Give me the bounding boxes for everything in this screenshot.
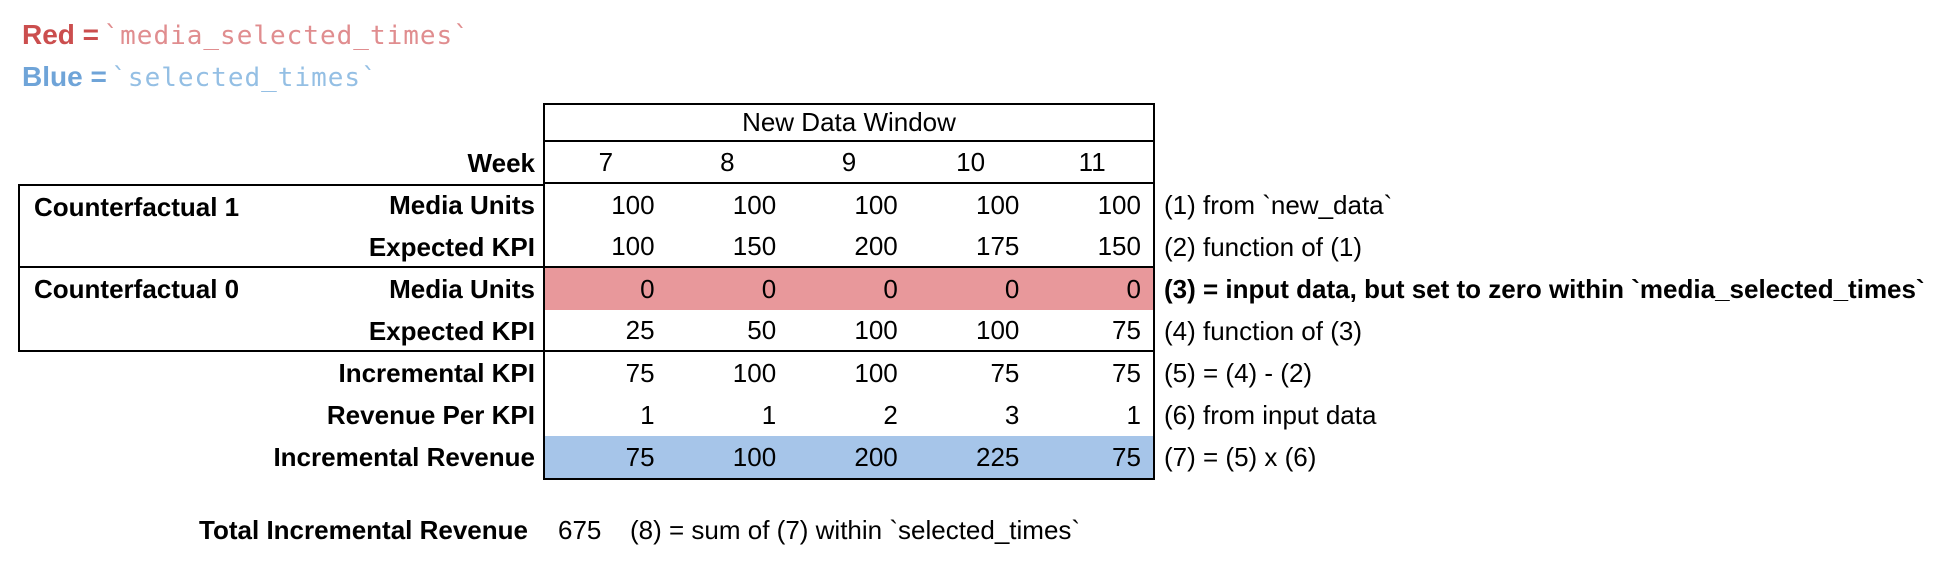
table-cell: 200 [854, 441, 898, 472]
table-row-expected-kpi-cf1: 100 150 200 175 150 [545, 226, 1153, 268]
table-cell: 100 [732, 357, 777, 388]
counterfactual-0-label: Counterfactual 0 [34, 274, 240, 304]
table-cell: 75 [625, 441, 655, 472]
table-row-revenue-per-kpi: 1 1 2 3 1 [545, 394, 1153, 436]
note-7: (7) = (5) x (6) [1164, 442, 1317, 472]
total-incremental-revenue-value: 675 [558, 515, 602, 545]
note-3: (3) = input data, but set to zero within… [1164, 274, 1925, 304]
table-cell: 100 [611, 230, 655, 261]
table-header-new-data-window: New Data Window [543, 103, 1155, 142]
counterfactual-0-box: Counterfactual 0 [18, 266, 545, 352]
table-cell: 0 [640, 273, 655, 304]
row-label-expected-kpi-cf1: Expected KPI [368, 232, 535, 262]
table-row-incremental-revenue-highlight-blue: 75 100 200 225 75 [545, 436, 1153, 478]
note-1: (1) from `new_data` [1164, 190, 1393, 220]
table-row-incremental-kpi: 75 100 100 75 75 [545, 352, 1153, 394]
table-cell: 75 [990, 357, 1020, 388]
total-incremental-revenue-label: Total Incremental Revenue [199, 515, 528, 545]
table-cell: 100 [854, 314, 898, 345]
legend-red-line: Red = `media_selected_times` [22, 14, 470, 56]
table-cell: 50 [747, 314, 777, 345]
table-cell: 0 [761, 273, 777, 304]
table-cell: 100 [854, 357, 898, 388]
table-row-week: 7 8 9 10 11 [545, 142, 1153, 184]
table-cell: 100 [1097, 189, 1141, 220]
table-cell: 75 [1112, 441, 1141, 472]
data-table: New Data Window 7 8 9 10 11 100 100 100 … [543, 103, 1155, 480]
table-cell: 2 [883, 399, 898, 430]
note-8: (8) = sum of (7) within `selected_times` [630, 515, 1081, 545]
table-cell: 100 [975, 314, 1020, 345]
table-cell: 25 [625, 314, 655, 345]
table-cell: 150 [1097, 230, 1141, 261]
note-2: (2) function of (1) [1164, 232, 1362, 262]
table-cell: 100 [975, 189, 1020, 220]
table-cell: 225 [975, 441, 1020, 472]
note-5: (5) = (4) - (2) [1164, 358, 1313, 388]
row-label-media-units-cf1: Media Units [389, 190, 535, 220]
legend-red-value: `media_selected_times` [103, 21, 470, 51]
table-body: 7 8 9 10 11 100 100 100 100 100 100 150 … [543, 142, 1155, 480]
table-cell: 150 [732, 230, 777, 261]
table-cell: 100 [854, 189, 898, 220]
week-cell: 9 [841, 146, 857, 177]
week-row-label: Week [467, 148, 535, 178]
row-label-incremental-revenue: Incremental Revenue [273, 442, 535, 472]
table-cell: 1 [640, 399, 655, 430]
table-cell: 75 [1112, 314, 1141, 345]
table-cell: 200 [854, 230, 898, 261]
table-cell: 75 [625, 357, 655, 388]
row-label-revenue-per-kpi: Revenue Per KPI [326, 400, 535, 430]
week-cell: 10 [956, 146, 986, 177]
table-row-media-units-cf0-highlight-red: 0 0 0 0 0 [545, 268, 1153, 310]
week-cell: 11 [1078, 146, 1106, 177]
legend-blue-label: Blue = [22, 61, 107, 92]
table-cell: 175 [975, 230, 1020, 261]
table-cell: 3 [1004, 399, 1020, 430]
table-cell: 1 [761, 399, 777, 430]
table-cell: 0 [883, 273, 898, 304]
legend-blue-value: `selected_times` [111, 63, 378, 93]
table-cell: 0 [1126, 273, 1141, 304]
counterfactual-1-box: Counterfactual 1 [18, 184, 545, 268]
table-cell: 100 [732, 189, 777, 220]
table-cell: 1 [1126, 399, 1141, 430]
row-label-incremental-kpi: Incremental KPI [338, 358, 535, 388]
table-cell: 0 [1004, 273, 1020, 304]
table-cell: 75 [1112, 357, 1141, 388]
step-notes: (1) from `new_data` (2) function of (1) … [1164, 184, 1925, 478]
table-cell: 100 [732, 441, 777, 472]
note-4: (4) function of (3) [1164, 316, 1362, 346]
row-label-media-units-cf0: Media Units [389, 274, 535, 304]
row-label-expected-kpi-cf0: Expected KPI [368, 316, 535, 346]
legend-blue-line: Blue = `selected_times` [22, 56, 470, 98]
legend-red-label: Red = [22, 19, 100, 50]
table-row-expected-kpi-cf0: 25 50 100 100 75 [545, 310, 1153, 352]
color-legend: Red = `media_selected_times` Blue = `sel… [22, 14, 470, 98]
row-label-column: Week Media Units Expected KPI Media Unit… [0, 142, 535, 478]
note-6: (6) from input data [1164, 400, 1377, 430]
table-row-media-units-cf1: 100 100 100 100 100 [545, 184, 1153, 226]
week-cell: 8 [720, 146, 735, 177]
table-cell: 100 [611, 189, 655, 220]
counterfactual-1-label: Counterfactual 1 [34, 192, 240, 222]
total-line: Total Incremental Revenue 675 (8) = sum … [0, 509, 1960, 551]
week-cell: 7 [598, 146, 614, 177]
